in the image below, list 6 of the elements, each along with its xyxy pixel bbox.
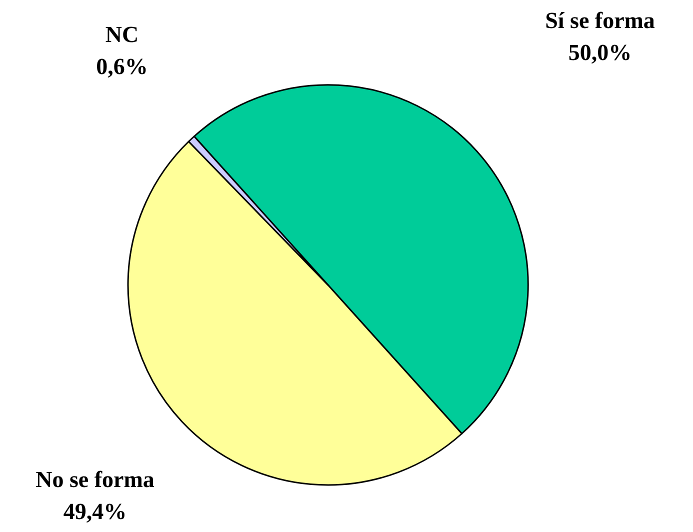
slice-label: NC bbox=[105, 22, 139, 47]
data-label: 0,6% bbox=[96, 54, 148, 79]
slice-label: Sí se forma bbox=[545, 8, 656, 33]
data-label: 50,0% bbox=[568, 40, 632, 65]
data-label: 49,4% bbox=[63, 499, 127, 524]
slice-label: No se forma bbox=[36, 467, 155, 492]
